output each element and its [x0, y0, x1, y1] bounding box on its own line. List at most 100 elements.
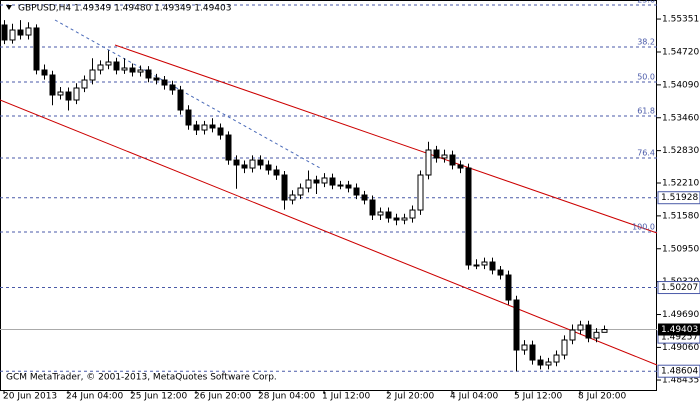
- trend-line: [0, 99, 658, 366]
- y-tick-label: 1.53460: [662, 113, 699, 123]
- y-tick-label: 1.52210: [662, 178, 699, 188]
- candle-body: [513, 299, 520, 351]
- y-tick-label: 1.49060: [662, 343, 699, 353]
- candle-body: [49, 74, 56, 96]
- candle-body: [249, 159, 256, 169]
- candle-body: [577, 324, 584, 331]
- fibo-level-label: 50.0: [637, 72, 655, 81]
- candle-body: [193, 124, 200, 131]
- x-tick-label: 8 Jul 20:00: [578, 392, 627, 402]
- fibo-level-label: 100.0: [632, 223, 655, 232]
- candle-body: [65, 91, 72, 101]
- y-tick-label: 1.55351: [662, 15, 699, 25]
- level-box: [657, 281, 700, 295]
- candle-body: [17, 29, 24, 36]
- candle-body: [201, 124, 208, 131]
- candle-body: [73, 87, 80, 101]
- candle-body: [161, 79, 168, 86]
- candle-body: [473, 264, 480, 267]
- candle-body: [273, 169, 280, 176]
- candle-body: [537, 359, 544, 366]
- candle-body: [121, 67, 128, 71]
- candle-body: [353, 187, 360, 196]
- candle-body: [425, 149, 432, 176]
- candle-body: [553, 354, 560, 363]
- candle-body: [233, 159, 240, 166]
- candle-body: [545, 361, 552, 366]
- candle-body: [465, 167, 472, 266]
- candle-body: [169, 84, 176, 91]
- fibo-level-label: 38.2: [637, 37, 655, 46]
- candle-body: [521, 344, 528, 351]
- level-box: [657, 364, 700, 378]
- fibo-level-label: 23.6: [637, 0, 655, 5]
- y-tick-label: 1.54720: [662, 47, 699, 57]
- candle-body: [393, 217, 400, 221]
- fibo-base-line: [54, 19, 321, 169]
- candle-body: [137, 69, 144, 73]
- x-tick-label: 28 Jun 04:00: [258, 392, 315, 402]
- x-tick-label: 24 Jun 04:00: [66, 392, 123, 402]
- candle-body: [593, 331, 600, 339]
- candle-body: [433, 149, 440, 159]
- level-label: 1.48604: [661, 367, 698, 377]
- candle-body: [1, 24, 8, 41]
- candle-body: [153, 77, 160, 81]
- candle-body: [377, 211, 384, 216]
- footer: GCM MetaTrader, © 2001-2013, MetaQuotes …: [6, 373, 277, 383]
- y-tick-label: 1.49690: [662, 310, 699, 320]
- trend-line: [114, 44, 658, 234]
- candle-body: [329, 177, 336, 186]
- x-tick-label: 4 Jul 04:00: [450, 392, 499, 402]
- y-tick-label: 1.48435: [662, 376, 699, 386]
- candle-body: [417, 174, 424, 211]
- candle-body: [105, 61, 112, 66]
- candle-body: [385, 211, 392, 219]
- level-box: [657, 191, 700, 205]
- level-label: 1.51928: [661, 193, 698, 203]
- level-label: 1.49257: [661, 333, 698, 343]
- candle-body: [145, 69, 152, 79]
- candle-body: [9, 29, 16, 41]
- candle-body: [129, 67, 136, 73]
- candle-body: [81, 79, 88, 89]
- candle-body: [369, 199, 376, 216]
- candle-body: [497, 269, 504, 276]
- candle-body: [337, 184, 344, 187]
- candle-body: [289, 194, 296, 201]
- candle-body: [481, 261, 488, 266]
- candle-body: [185, 109, 192, 126]
- x-tick-label: 20 Jun 2013: [3, 392, 57, 402]
- candle-body: [57, 91, 64, 96]
- x-tick-label: 1 Jul 12:00: [322, 392, 371, 402]
- candle-body: [41, 69, 48, 76]
- fibo-level-label: 61.8: [637, 106, 655, 115]
- x-tick-label: 2 Jul 20:00: [386, 392, 435, 402]
- candle-body: [585, 324, 592, 339]
- candle-body: [569, 329, 576, 341]
- candle-body: [449, 154, 456, 166]
- y-tick-label: 1.52830: [662, 146, 699, 156]
- bid-box: [658, 323, 700, 336]
- candle-body: [97, 64, 104, 71]
- candle-body: [601, 329, 608, 333]
- fibo-level-label: 76.4: [637, 148, 655, 157]
- candle-body: [225, 134, 232, 161]
- candle-body: [489, 261, 496, 271]
- candle-body: [457, 164, 464, 169]
- y-tick-label: 1.51580: [662, 211, 699, 221]
- candle-body: [25, 27, 32, 36]
- y-tick-label: 1.50950: [662, 244, 699, 254]
- candle-body: [313, 179, 320, 184]
- candle-body: [409, 209, 416, 219]
- candle-body: [257, 159, 264, 166]
- x-tick-label: 5 Jul 12:00: [514, 392, 563, 402]
- candle-body: [561, 339, 568, 356]
- candle-body: [441, 154, 448, 159]
- candle-body: [265, 164, 272, 171]
- level-label: 1.50207: [661, 283, 698, 293]
- bid-label: 1.49403: [661, 325, 698, 335]
- y-tick-label: 1.54090: [662, 80, 699, 90]
- candle-body: [241, 164, 248, 169]
- candle-body: [505, 274, 512, 301]
